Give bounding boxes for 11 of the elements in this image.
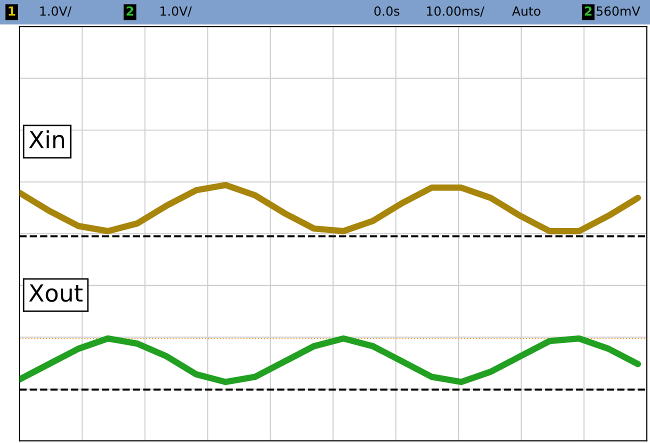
- text: 2: [584, 6, 592, 16]
- text: 1.0V/: [160, 6, 192, 17]
- text: 10.00ms/: [427, 6, 484, 17]
- text: Auto: [512, 6, 540, 16]
- text: 0.0s: [374, 6, 400, 16]
- series-label: Xin: [29, 130, 64, 148]
- text: 560mV: [596, 6, 640, 16]
- series-label: Xout: [29, 284, 83, 302]
- text: 1.0V/: [40, 6, 72, 17]
- text: 2: [126, 6, 134, 16]
- text: 1: [8, 6, 16, 16]
